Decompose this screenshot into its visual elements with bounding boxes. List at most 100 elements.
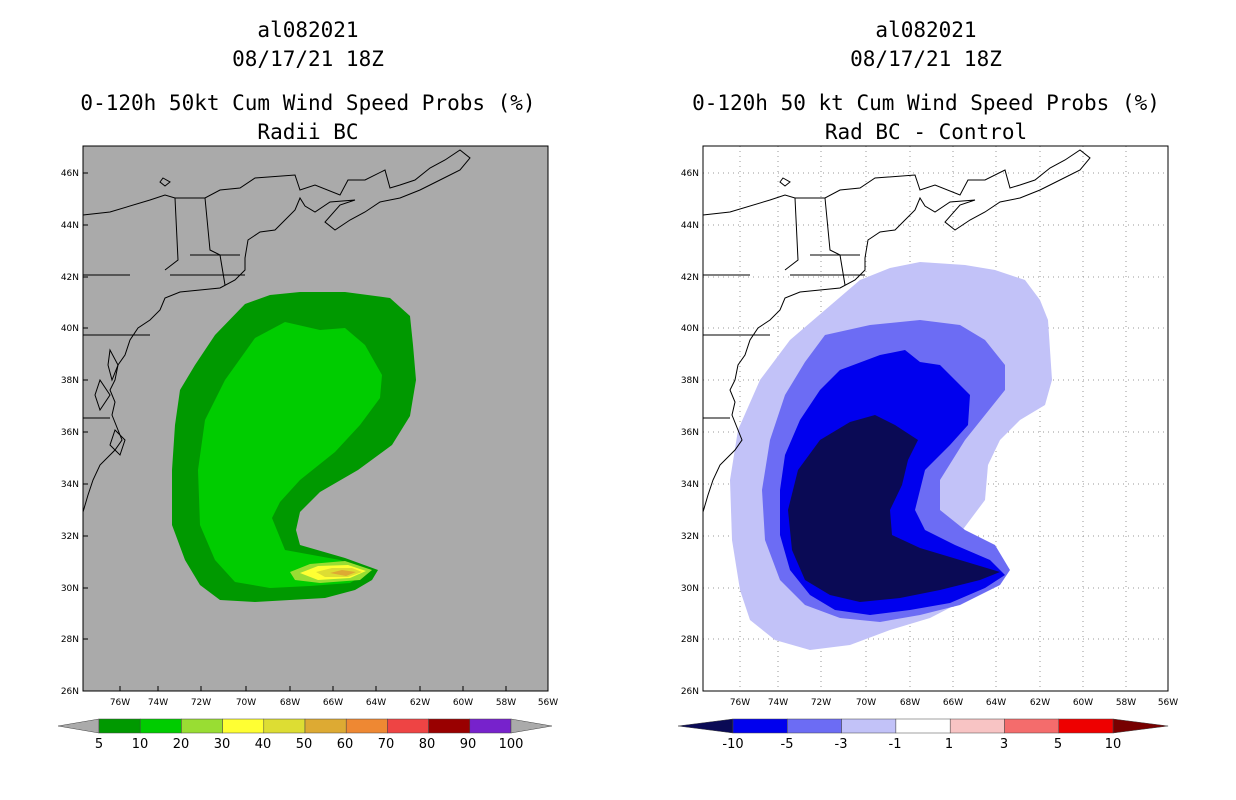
left-colorbar-label: 100 xyxy=(498,737,524,752)
left-colorbar-arrow-low xyxy=(57,718,100,734)
right-lon-label: 60W xyxy=(1073,698,1093,708)
left-colorbar-box xyxy=(428,718,471,734)
left-colorbar-box xyxy=(469,718,512,734)
right-colorbar-label: 1 xyxy=(944,737,954,752)
right-subtitle: Rad BC - Control xyxy=(824,120,1028,144)
left-colorbar-box xyxy=(345,718,388,734)
left-lon-label: 72W xyxy=(191,698,211,708)
right-lat-label: 26N xyxy=(681,687,699,697)
left-coastlines xyxy=(82,149,471,513)
left-colorbar-label: 10 xyxy=(131,737,149,752)
left-colorbar-label: 40 xyxy=(254,737,272,752)
right-map-frame xyxy=(702,145,1169,692)
right-lat-label: 36N xyxy=(681,428,699,438)
left-lat-label: 42N xyxy=(61,273,79,283)
left-lon-label: 68W xyxy=(280,698,300,708)
right-colorbar-box xyxy=(1058,718,1114,734)
left-title: 0-120h 50kt Cum Wind Speed Probs (%) xyxy=(80,91,536,115)
right-colorbar-box xyxy=(895,718,951,734)
left-lon-label: 70W xyxy=(236,698,256,708)
left-lat-label: 46N xyxy=(61,169,79,179)
right-colorbar-label: -1 xyxy=(888,737,902,752)
left-map: 76W 74W 72W 70W 68W 66W 64W 62W 60W 58W … xyxy=(61,145,558,708)
left-lon-label: 58W xyxy=(496,698,516,708)
right-lon-label: 70W xyxy=(856,698,876,708)
right-map: 76W 74W 72W 70W 68W 66W 64W 62W 60W 58W … xyxy=(681,145,1178,708)
right-colorbar-box xyxy=(841,718,897,734)
right-storm-id: al082021 xyxy=(875,18,977,42)
left-lat-label: 38N xyxy=(61,376,79,386)
left-colorbar-box xyxy=(181,718,223,734)
left-storm-id: al082021 xyxy=(257,18,359,42)
right-lon-label: 72W xyxy=(811,698,831,708)
left-map-frame xyxy=(82,145,549,692)
right-lat-label: 28N xyxy=(681,635,699,645)
left-colorbar-label: 60 xyxy=(336,737,354,752)
right-lon-label: 66W xyxy=(943,698,963,708)
left-colorbar-label: 80 xyxy=(418,737,436,752)
right-datetime: 08/17/21 18Z xyxy=(850,47,1002,71)
left-colorbar-box xyxy=(98,718,141,734)
diff-contour-minus10 xyxy=(788,415,1000,602)
left-colorbar-label: 90 xyxy=(459,737,477,752)
left-lon-label: 64W xyxy=(366,698,386,708)
left-colorbar xyxy=(57,718,553,734)
left-ticks xyxy=(83,172,507,691)
right-colorbar-arrow-high xyxy=(1112,718,1169,734)
right-colorbar-label: -5 xyxy=(780,737,794,752)
left-colorbar-box xyxy=(222,718,265,734)
left-lat-label: 40N xyxy=(61,324,79,334)
left-lon-label: 56W xyxy=(538,698,558,708)
left-lat-label: 44N xyxy=(61,221,79,231)
right-title: 0-120h 50 kt Cum Wind Speed Probs (%) xyxy=(692,91,1160,115)
right-colorbar-label: 3 xyxy=(999,737,1009,752)
right-lon-label: 68W xyxy=(900,698,920,708)
right-lat-label: 40N xyxy=(681,324,699,334)
left-datetime: 08/17/21 18Z xyxy=(232,47,384,71)
right-colorbar-label: -3 xyxy=(834,737,848,752)
prob-contour-10 xyxy=(198,322,382,588)
right-lat-label: 38N xyxy=(681,376,699,386)
right-lon-label: 64W xyxy=(986,698,1006,708)
left-colorbar-label: 5 xyxy=(94,737,104,752)
right-lon-label: 74W xyxy=(768,698,788,708)
right-colorbar-label: 5 xyxy=(1053,737,1063,752)
right-lat-label: 32N xyxy=(681,532,699,542)
left-lat-label: 36N xyxy=(61,428,79,438)
left-colorbar-arrow-high xyxy=(510,718,553,734)
right-lat-label: 42N xyxy=(681,273,699,283)
right-colorbar-box xyxy=(732,718,788,734)
left-lat-label: 34N xyxy=(61,480,79,490)
prob-contour-50 xyxy=(330,570,356,576)
left-colorbar-box xyxy=(387,718,429,734)
left-colorbar-box xyxy=(139,718,182,734)
right-lon-label: 76W xyxy=(730,698,750,708)
left-subtitle: Radii BC xyxy=(257,120,359,144)
right-lat-label: 34N xyxy=(681,480,699,490)
right-lon-label: 56W xyxy=(1158,698,1178,708)
right-colorbar-label: 10 xyxy=(1104,737,1122,752)
left-lon-label: 74W xyxy=(148,698,168,708)
left-lon-label: 66W xyxy=(323,698,343,708)
left-colorbar-label: 20 xyxy=(172,737,190,752)
right-lat-label: 46N xyxy=(681,169,699,179)
right-lat-label: 44N xyxy=(681,221,699,231)
right-colorbar-arrow-low xyxy=(677,718,734,734)
left-lat-label: 28N xyxy=(61,635,79,645)
left-colorbar-box xyxy=(304,718,347,734)
right-coastlines xyxy=(702,149,1091,513)
right-lat-label: 30N xyxy=(681,584,699,594)
right-lon-label: 62W xyxy=(1030,698,1050,708)
left-lon-label: 60W xyxy=(453,698,473,708)
left-colorbar-label: 70 xyxy=(377,737,395,752)
right-colorbar-box xyxy=(1004,718,1060,734)
left-lon-label: 76W xyxy=(110,698,130,708)
right-lon-label: 58W xyxy=(1116,698,1136,708)
left-lat-label: 30N xyxy=(61,584,79,594)
right-colorbar-box xyxy=(949,718,1005,734)
left-lat-label: 32N xyxy=(61,532,79,542)
right-colorbar-label: -10 xyxy=(722,737,744,752)
left-colorbar-label: 50 xyxy=(295,737,313,752)
right-grid xyxy=(703,146,1168,691)
right-colorbar-box xyxy=(787,718,842,734)
